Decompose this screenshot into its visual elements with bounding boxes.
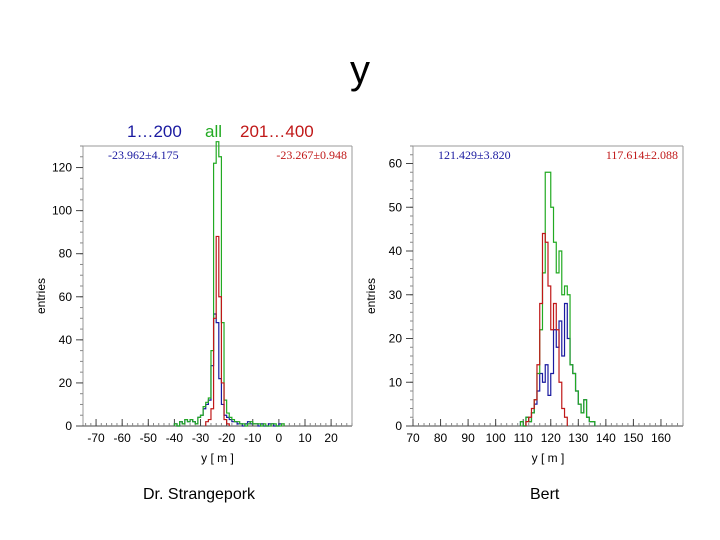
y-tick-label: 40 xyxy=(389,244,403,258)
stat-label-0: -23.962±4.175 xyxy=(108,148,179,162)
y-tick-label: 50 xyxy=(389,200,403,214)
y-tick-label: 80 xyxy=(59,247,73,261)
x-tick-label: 100 xyxy=(486,431,506,445)
legend-all: all xyxy=(205,122,223,141)
histogram-series-1 xyxy=(173,141,285,427)
histogram-right: 70 80 90 100 110 120 130 140 150 160 0 10 20 30 40 50 60… xyxy=(364,145,684,465)
x-tick-label: 70 xyxy=(406,431,420,445)
stat-label-1: 117.614±2.088 xyxy=(606,148,678,162)
y-tick-label: 40 xyxy=(59,333,73,347)
y-tick-label: 60 xyxy=(389,157,403,171)
x-tick-label: 130 xyxy=(568,431,588,445)
x-tick-label: 150 xyxy=(623,431,643,445)
legend-range-201-400: 201…400 xyxy=(240,122,314,141)
histogram-series-1 xyxy=(519,171,596,427)
x-axis-title: y [ m ] xyxy=(201,451,234,465)
x-tick-label: -10 xyxy=(244,431,262,445)
x-tick-label: 110 xyxy=(514,431,533,445)
x-tick-label: 80 xyxy=(434,431,448,445)
slide-title: y xyxy=(350,48,370,92)
x-tick-label: 140 xyxy=(596,431,616,445)
histogram-series-2 xyxy=(205,235,230,426)
y-tick-label: 20 xyxy=(59,376,73,390)
stat-label-0: 121.429±3.820 xyxy=(438,148,511,162)
y-tick-label: 120 xyxy=(52,161,72,175)
x-tick-label: -30 xyxy=(192,431,210,445)
legend-range-1-200: 1…200 xyxy=(127,122,182,141)
y-tick-label: 60 xyxy=(59,290,73,304)
x-tick-label: -20 xyxy=(218,431,236,445)
y-tick-label: 0 xyxy=(395,419,402,433)
y-tick-label: 20 xyxy=(389,332,403,346)
x-tick-label: 120 xyxy=(541,431,561,445)
x-tick-label: -60 xyxy=(114,431,132,445)
x-tick-label: -50 xyxy=(140,431,158,445)
x-tick-label: 160 xyxy=(651,431,671,445)
y-axis-title: entries xyxy=(34,278,48,314)
y-tick-label: 30 xyxy=(389,288,403,302)
histogram-left: -70 -60 -50 -40 -30 -20 -10 0 10 20 0 20 40 60 80 100 12… xyxy=(34,141,353,465)
caption-left: Dr. Strangepork xyxy=(143,486,256,503)
x-tick-label: 90 xyxy=(461,431,475,445)
x-axis-title: y [ m ] xyxy=(532,451,565,465)
x-tick-label: 0 xyxy=(276,431,283,445)
histogram-series-0 xyxy=(173,313,283,427)
x-tick-label: 10 xyxy=(298,431,312,445)
x-tick-label: 20 xyxy=(324,431,338,445)
y-tick-label: 0 xyxy=(65,419,72,433)
histogram-series-2 xyxy=(525,232,568,426)
y-tick-label: 10 xyxy=(389,375,403,389)
y-tick-label: 100 xyxy=(52,204,72,218)
x-tick-label: -40 xyxy=(166,431,184,445)
stat-label-1: -23.267±0.948 xyxy=(276,148,347,162)
y-axis-title: entries xyxy=(364,278,378,314)
caption-right: Bert xyxy=(530,486,560,503)
x-tick-label: -70 xyxy=(87,431,105,445)
